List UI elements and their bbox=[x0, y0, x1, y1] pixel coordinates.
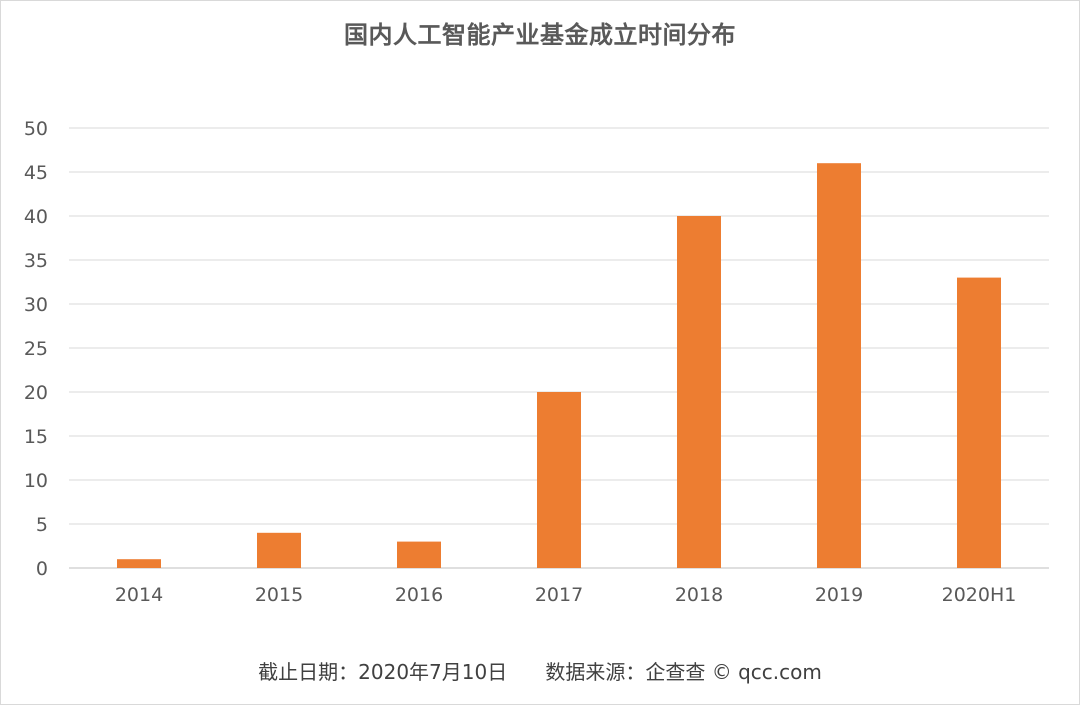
y-tick-label: 0 bbox=[36, 558, 48, 580]
y-tick-label: 40 bbox=[24, 206, 48, 228]
y-tick-label: 50 bbox=[24, 118, 48, 140]
y-tick-label: 15 bbox=[24, 426, 48, 448]
x-tick-label: 2019 bbox=[815, 584, 863, 606]
x-tick-label: 2014 bbox=[115, 584, 163, 606]
y-tick-label: 20 bbox=[24, 382, 48, 404]
footer-source-note: 截止日期：2020年7月10日 数据来源：企查查 © qcc.com bbox=[258, 660, 822, 684]
bar-2014 bbox=[117, 559, 161, 568]
bar-2019 bbox=[817, 163, 861, 568]
y-tick-label: 45 bbox=[24, 162, 48, 184]
x-tick-label: 2018 bbox=[675, 584, 723, 606]
x-axis-ticks: 2014 2015 2016 2017 2018 2019 2020H1 bbox=[115, 584, 1017, 606]
x-tick-label: 2016 bbox=[395, 584, 443, 606]
y-tick-label: 5 bbox=[36, 514, 48, 536]
y-tick-label: 35 bbox=[24, 250, 48, 272]
y-tick-label: 30 bbox=[24, 294, 48, 316]
chart-title: 国内人工智能产业基金成立时间分布 bbox=[344, 21, 736, 49]
bar-2018 bbox=[677, 216, 721, 568]
x-tick-label: 2017 bbox=[535, 584, 583, 606]
x-tick-label: 2015 bbox=[255, 584, 303, 606]
y-tick-label: 10 bbox=[24, 470, 48, 492]
bar-2017 bbox=[537, 392, 581, 568]
y-axis-ticks: 0 5 10 15 20 25 30 35 40 45 50 bbox=[24, 118, 48, 580]
x-tick-label: 2020H1 bbox=[942, 584, 1017, 606]
y-tick-label: 25 bbox=[24, 338, 48, 360]
bar-2015 bbox=[257, 532, 301, 568]
bars bbox=[117, 163, 1001, 568]
bar-2016 bbox=[397, 541, 441, 568]
bar-2020H1 bbox=[957, 277, 1001, 568]
